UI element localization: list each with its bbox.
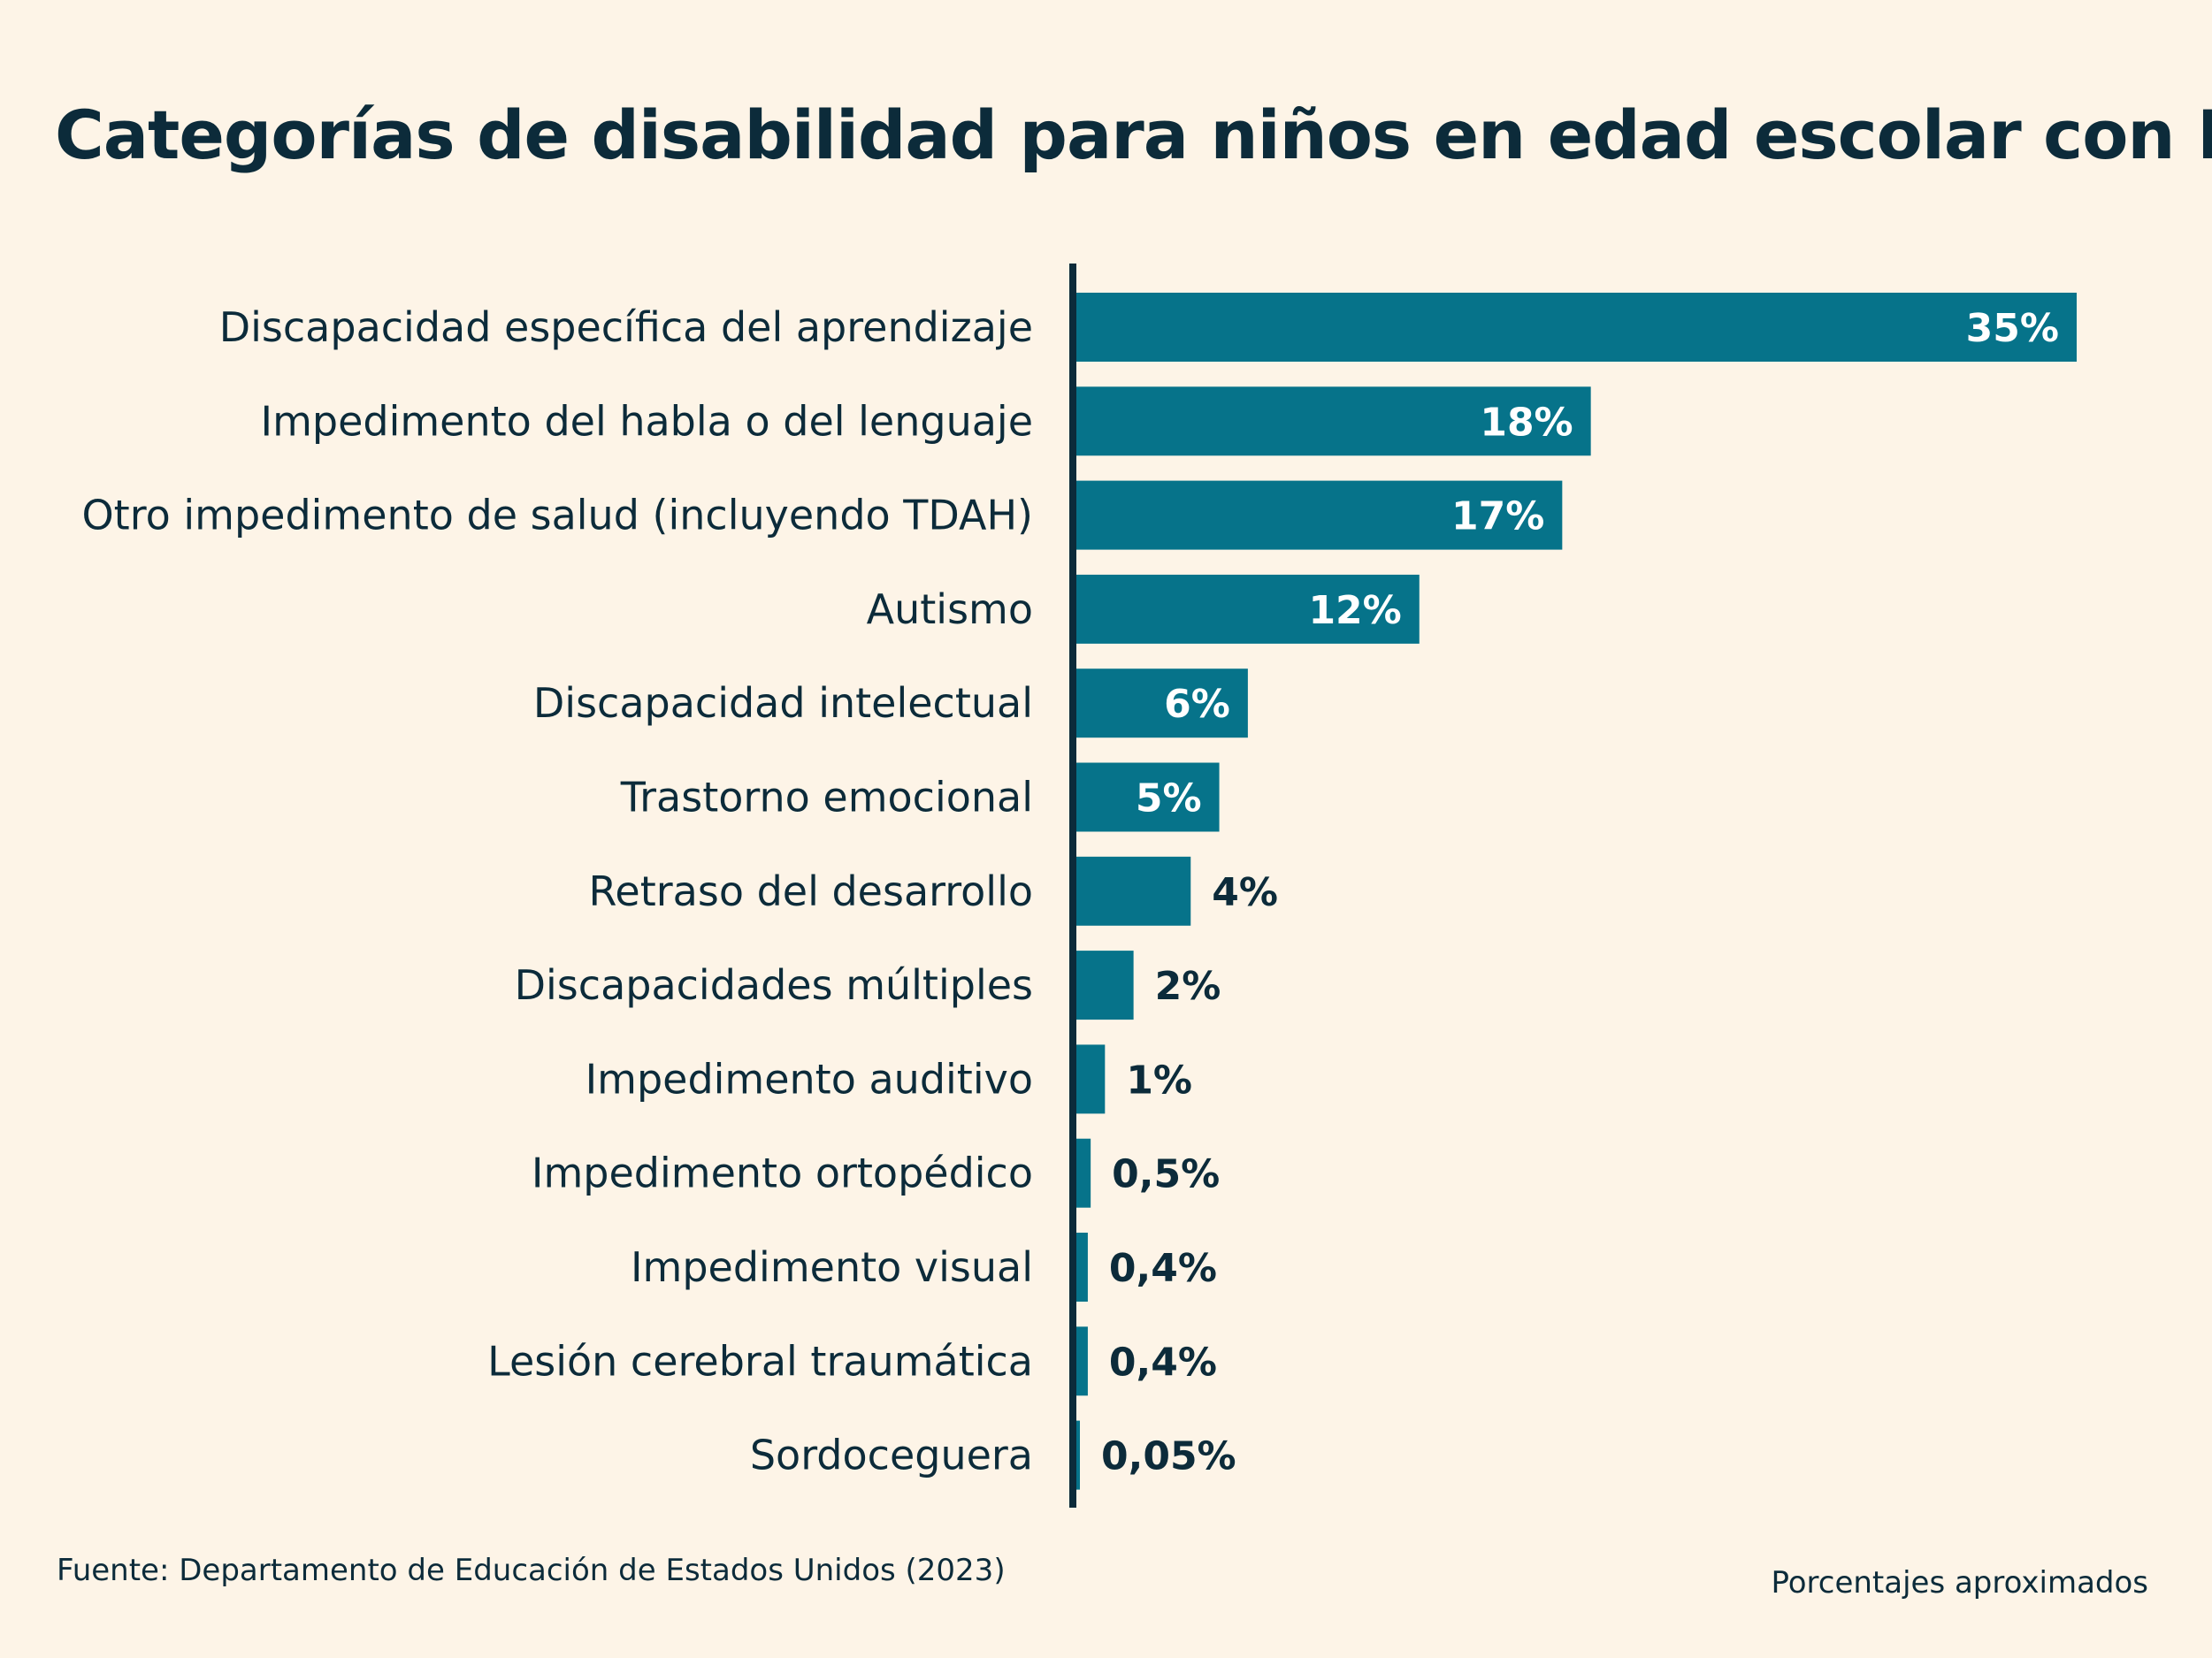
category-label-12: Sordoceguera [750, 1432, 1033, 1479]
chart-title: Categorías de disabilidad para niños en … [55, 96, 2212, 174]
bar-0 [1076, 293, 2077, 362]
bars-group [1076, 293, 2077, 1490]
category-label-10: Impedimento visual [631, 1243, 1033, 1291]
value-label-12: 0,05% [1101, 1434, 1236, 1479]
value-label-1: 18% [1480, 400, 1573, 445]
value-label-6: 4% [1212, 870, 1278, 915]
bar-7 [1076, 951, 1134, 1020]
category-label-4: Discapacidad intelectual [533, 679, 1033, 727]
value-label-2: 17% [1451, 494, 1544, 539]
category-label-9: Impedimento ortopédico [532, 1150, 1033, 1197]
bar-12 [1076, 1420, 1080, 1490]
category-label-8: Impedimento auditivo [586, 1055, 1033, 1103]
category-label-3: Autismo [867, 585, 1033, 633]
bar-1 [1076, 386, 1591, 456]
bar-4 [1076, 669, 1248, 738]
value-label-10: 0,4% [1109, 1246, 1217, 1291]
category-label-7: Discapacidades múltiples [515, 961, 1033, 1009]
value-label-5: 5% [1136, 776, 1202, 821]
bar-3 [1076, 574, 1420, 644]
bar-11 [1076, 1326, 1088, 1396]
category-label-2: Otro impedimento de salud (incluyendo TD… [81, 492, 1033, 539]
source-note: Fuente: Departamento de Educación de Est… [57, 1553, 1006, 1588]
bar-6 [1076, 856, 1191, 926]
value-labels: 35% 18% 17% 12% 6% 5% 4% 2% 1% 0,5% 0,4% 0,4% 0,05% [1101, 306, 2059, 1479]
bar-2 [1076, 480, 1563, 550]
category-label-0: Discapacidad específica del aprendizaje [219, 303, 1033, 351]
value-label-9: 0,5% [1112, 1152, 1220, 1197]
bar-10 [1076, 1233, 1088, 1302]
value-label-8: 1% [1126, 1058, 1192, 1103]
category-label-5: Trastorno emocional [620, 774, 1033, 821]
bar-8 [1076, 1044, 1106, 1114]
value-label-7: 2% [1155, 964, 1221, 1009]
value-label-4: 6% [1164, 682, 1230, 727]
value-label-11: 0,4% [1109, 1340, 1217, 1385]
category-label-6: Retraso del desarrollo [589, 867, 1033, 915]
value-label-0: 35% [1966, 306, 2059, 351]
bar-9 [1076, 1138, 1091, 1208]
category-label-11: Lesión cerebral traumática [487, 1337, 1033, 1385]
category-label-1: Impedimento del habla o del lenguaje [261, 397, 1033, 445]
category-labels: Discapacidad específica del aprendizaje I… [81, 303, 1033, 1479]
approximation-note: Porcentajes aproximados [1771, 1565, 2148, 1601]
bar-5 [1076, 762, 1220, 832]
value-label-3: 12% [1308, 588, 1401, 633]
